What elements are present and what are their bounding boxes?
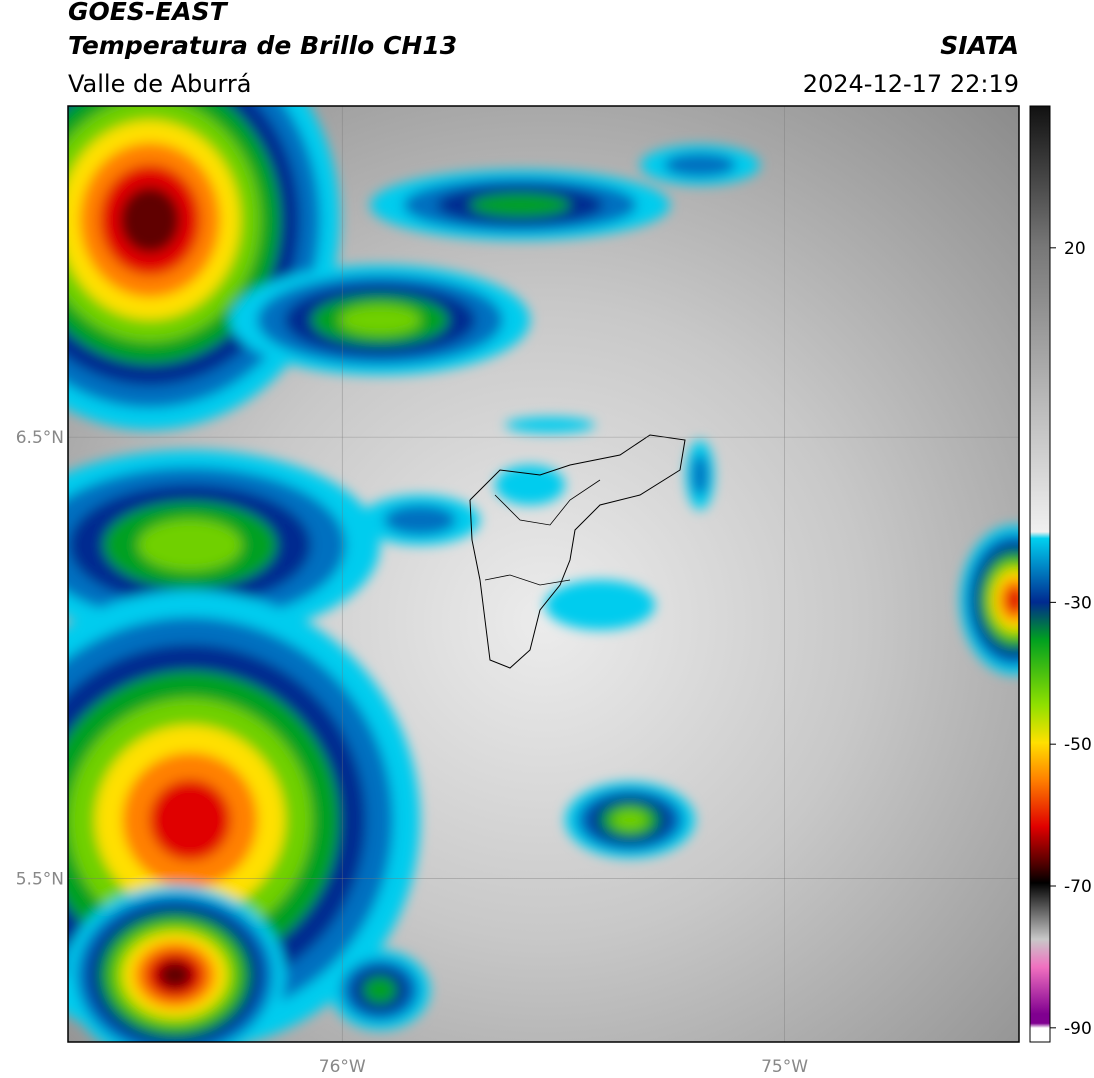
y-tick-label: 5.5°N	[16, 870, 64, 890]
subtitle: Temperatura de Brillo CH13	[68, 31, 457, 60]
source: SIATA	[940, 31, 1019, 60]
colorbar-tick-label: 20	[1064, 239, 1086, 259]
title: GOES-EAST	[68, 0, 229, 26]
region: Valle de Aburrá	[68, 70, 252, 98]
colorbar-tick-label: -30	[1064, 593, 1092, 613]
colorbar-tick-label: -90	[1064, 1019, 1092, 1039]
imagery	[68, 106, 1019, 1042]
y-tick-label: 6.5°N	[16, 428, 64, 448]
colorbar-tick-label: -50	[1064, 735, 1092, 755]
map-frame	[67, 105, 1020, 1043]
x-tick-label: 76°W	[319, 1057, 366, 1077]
colorbar	[1029, 105, 1051, 1043]
datetime: 2024-12-17 22:19	[803, 70, 1019, 98]
x-tick-label: 75°W	[761, 1057, 808, 1077]
colorbar-tick-label: -70	[1064, 877, 1092, 897]
